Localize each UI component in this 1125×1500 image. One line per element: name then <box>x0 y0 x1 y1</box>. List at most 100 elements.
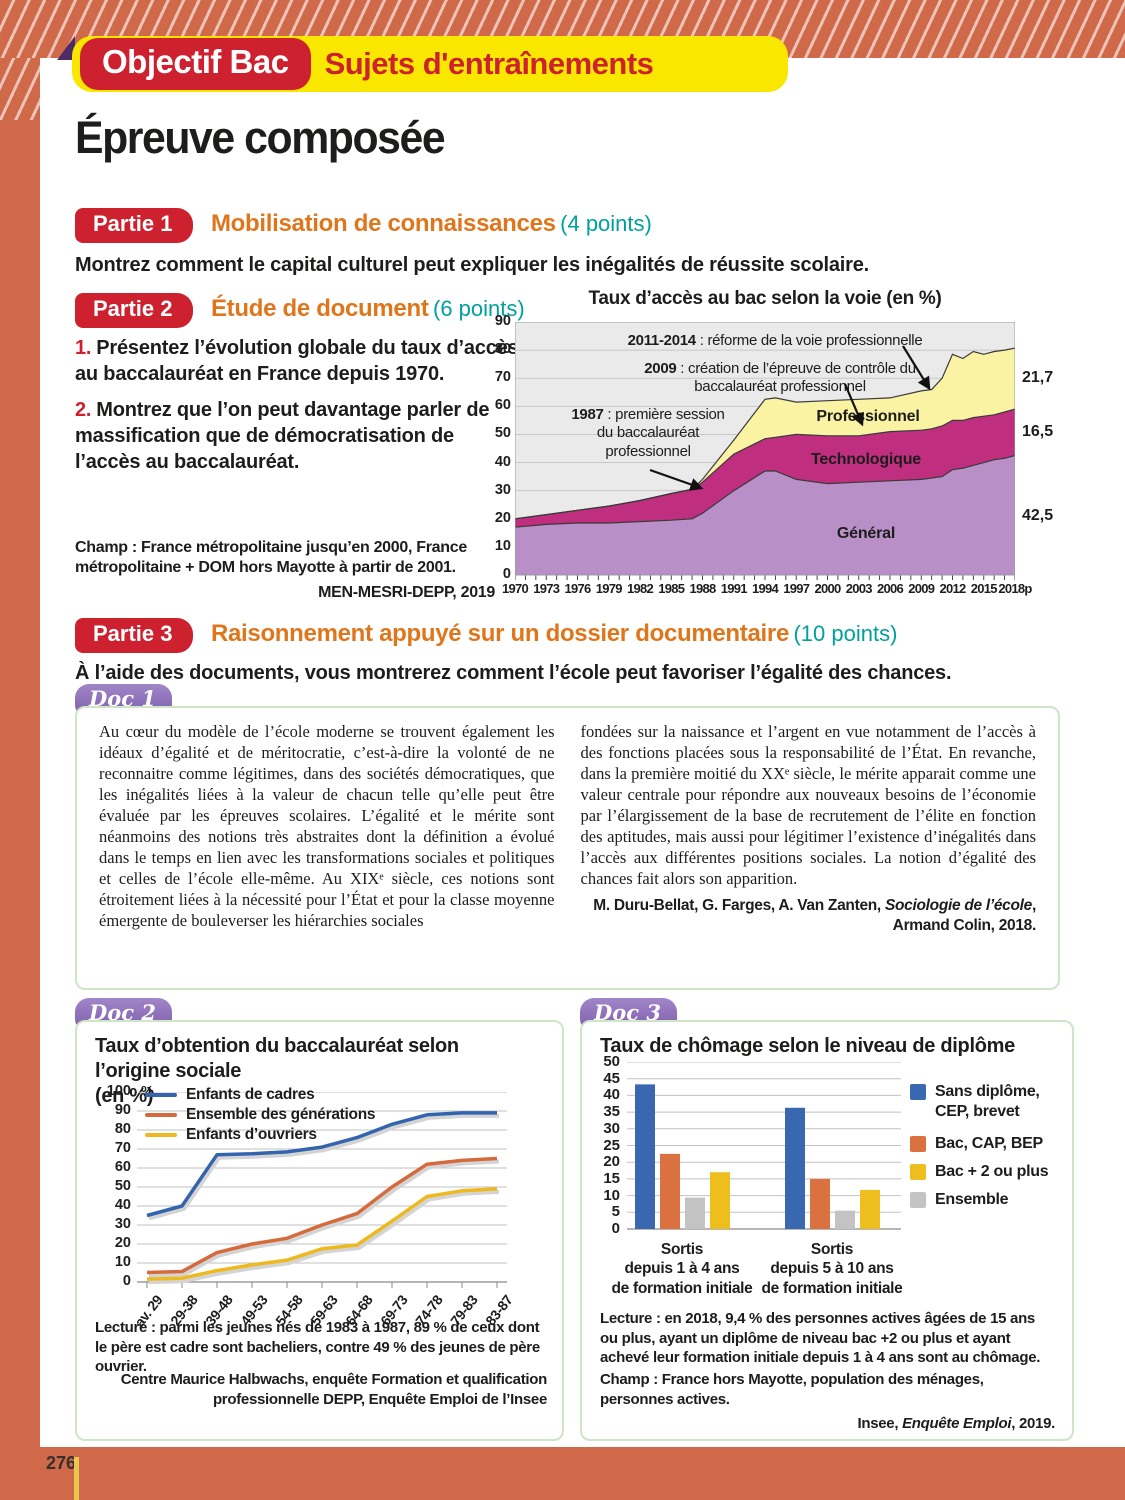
chart1-champ: Champ : France métropolitaine jusqu’en 2… <box>75 538 495 603</box>
doc2-y-tick-label: 40 <box>114 1197 131 1213</box>
annotation-text: : réforme de la voie professionnelle <box>695 332 923 349</box>
chart1-x-tick-label: 2003 <box>845 581 873 596</box>
doc2-box: Taux d’obtention du baccalauréat selon l… <box>75 1020 564 1441</box>
doc1-column-2: fondées sur la naissance et l’argent en … <box>581 722 1037 974</box>
question-2-number: 2. <box>75 399 92 421</box>
decorative-triangle <box>57 36 75 60</box>
doc3-box: Taux de chômage selon le niveau de diplô… <box>580 1020 1074 1441</box>
header-badge: Objectif Bac Sujets d'entraînements <box>72 36 788 92</box>
chart1-y-tick-label: 80 <box>494 341 511 358</box>
chart1-area-label: Professionnel <box>816 408 920 425</box>
chart1-right-value: 21,7 <box>1022 369 1054 386</box>
chart1-y-tick-label: 30 <box>494 481 511 498</box>
chart1-plot <box>515 322 1015 580</box>
question-1-text: Présentez l’évolution globale du taux d’… <box>75 337 519 385</box>
doc3-legend-label: Bac + 2 ou plus <box>935 1163 1049 1180</box>
doc3-legend-item: Bac + 2 ou plus <box>910 1162 1049 1182</box>
doc1-source-title: Sociologie de l’école <box>884 896 1032 914</box>
doc2-title: Taux d’obtention du baccalauréat selon l… <box>95 1034 535 1109</box>
chart1-right-value: 42,5 <box>1022 507 1054 524</box>
doc3-source-year: , 2019. <box>1011 1415 1055 1432</box>
partie-1-body: Montrez comment le capital culturel peut… <box>75 254 869 276</box>
doc1-text-col2: fondées sur la naissance et l’argent en … <box>580 722 1037 888</box>
doc2-y-tick-label: 20 <box>114 1235 131 1251</box>
bottom-band <box>0 1447 1125 1500</box>
chart1-right-value: 16,5 <box>1022 423 1054 440</box>
chart1-y-tick-label: 60 <box>494 397 511 414</box>
doc3-lecture: Lecture : en 2018, 9,4 % des personnes a… <box>600 1310 1041 1366</box>
annotation-text: : première session du baccalauréat profe… <box>596 406 725 460</box>
left-margin-hatch <box>0 58 40 120</box>
chart1-x-tick-label: 2000 <box>814 581 841 596</box>
question-2: 2. Montrez que l’on peut davantage parler… <box>75 397 523 475</box>
partie-2-header: Partie 2 Étude de document (6 points) <box>75 293 525 328</box>
chart1-x-tick-label: 1994 <box>751 581 779 596</box>
doc2-legend-swatch <box>145 1113 177 1117</box>
question-2-text: Montrez que l’on peut davantage parler d… <box>75 399 490 473</box>
doc1-source-publisher: , Armand Colin, 2018. <box>892 896 1037 934</box>
chart1-x-tick-label: 2009 <box>908 581 935 596</box>
doc3-y-tick-label: 10 <box>603 1186 620 1204</box>
chart1-annotation: 2009 : création de l’épreuve de contrôle… <box>620 360 940 397</box>
chart1-x-tick-label: 1976 <box>564 581 591 596</box>
partie-1-pill: Partie 1 <box>75 208 193 243</box>
annotation-year: 1987 <box>571 406 604 423</box>
chart1-y-tick-label: 40 <box>494 453 511 470</box>
doc2-title-line1: Taux d’obtention du baccalauréat selon l… <box>95 1035 459 1082</box>
doc3-y-tick-label: 20 <box>603 1153 620 1171</box>
doc3-group-label: Sortis depuis 5 à 10 ans de formation in… <box>761 1241 903 1297</box>
chart1-source: MEN-MESRI-DEPP, 2019 <box>318 583 495 601</box>
doc3-source-org: Insee, <box>857 1415 903 1432</box>
doc2-y-tick-label: 70 <box>114 1140 131 1156</box>
chart1-annotation: 2011-2014 : réforme de la voie professio… <box>575 332 975 350</box>
doc3-legend-swatch <box>910 1192 926 1208</box>
doc3-legend-item: Sans diplôme, CEP, brevet <box>910 1082 1040 1122</box>
doc1-box: Au cœur du modèle de l’école moderne se … <box>75 706 1060 990</box>
doc2-legend-swatch <box>145 1133 177 1137</box>
doc3-legend-label: Sans diplôme, CEP, brevet <box>935 1083 1040 1120</box>
doc2-legend-swatch <box>145 1093 177 1097</box>
doc2-legend-item: Ensemble des générations <box>145 1106 376 1124</box>
doc3-y-tick-label: 25 <box>603 1136 620 1154</box>
doc2-y-tick-label: 100 <box>106 1083 131 1099</box>
partie-3-pill: Partie 3 <box>75 618 193 653</box>
doc2-legend-label: Ensemble des générations <box>186 1106 376 1123</box>
chart1-area-label: Technologique <box>811 451 921 468</box>
doc2-legend-label: Enfants de cadres <box>186 1086 315 1103</box>
partie-1-points: (4 points) <box>560 211 652 236</box>
doc3-legend-swatch <box>910 1084 926 1100</box>
doc3-title: Taux de chômage selon le niveau de diplô… <box>600 1035 1015 1057</box>
annotation-text: : création de l’épreuve de contrôle du b… <box>676 360 916 396</box>
partie-3-points: (10 points) <box>793 621 898 646</box>
page-number: 276 <box>46 1453 77 1473</box>
doc1-column-1: Au cœur du modèle de l’école moderne se … <box>99 722 555 974</box>
chart1-champ-text: Champ : France métropolitaine jusqu’en 2… <box>75 539 467 577</box>
doc3-legend-swatch <box>910 1164 926 1180</box>
doc2-y-tick-label: 10 <box>114 1254 131 1270</box>
chart1-x-tick-label: 1985 <box>658 581 685 596</box>
doc3-champ: Champ : France hors Mayotte, population … <box>600 1371 984 1408</box>
chart1-x-tick-label: 1970 <box>501 581 529 596</box>
doc3-legend-item: Bac, CAP, BEP <box>910 1134 1043 1154</box>
annotation-year: 2009 <box>644 360 677 377</box>
chart1-y-tick-label: 10 <box>494 537 511 554</box>
partie-2-points: (6 points) <box>433 296 525 321</box>
header-badge-left: Objectif Bac <box>80 38 311 90</box>
doc3-legend-label: Bac, CAP, BEP <box>935 1135 1043 1152</box>
left-margin-strip <box>0 58 40 1500</box>
doc2-line-chart <box>137 1092 507 1288</box>
doc3-legend-item: Ensemble <box>910 1190 1008 1210</box>
chart1-x-tick-label: 1991 <box>720 581 748 596</box>
doc2-legend-label: Enfants d’ouvriers <box>186 1126 317 1143</box>
doc2-lecture: Lecture : parmi les jeunes nés de 1983 à… <box>95 1319 540 1375</box>
partie-3-intro: À l’aide des documents, vous montrerez c… <box>75 662 952 684</box>
chart1-annotation: 1987 : première session du baccalauréat … <box>563 406 733 461</box>
doc2-legend-item: Enfants d’ouvriers <box>145 1126 317 1144</box>
doc3-y-tick-label: 15 <box>603 1169 620 1187</box>
doc3-source-survey: Enquête Emploi <box>902 1415 1012 1432</box>
doc3-y-tick-label: 45 <box>603 1069 620 1087</box>
doc2-source: Centre Maurice Halbwachs, enquête Format… <box>120 1371 548 1408</box>
partie-1-heading: Mobilisation de connaissances <box>210 210 556 237</box>
header-badge-right: Sujets d'entraînements <box>324 46 654 81</box>
